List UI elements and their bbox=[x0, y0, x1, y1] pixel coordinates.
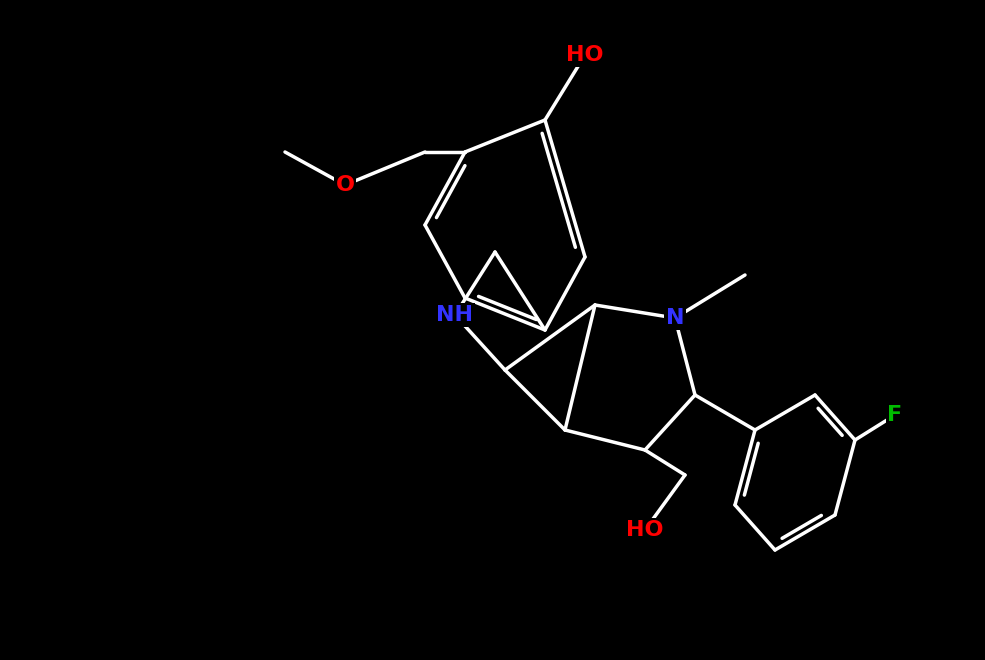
Text: O: O bbox=[336, 175, 355, 195]
Text: N: N bbox=[666, 308, 685, 328]
Text: HO: HO bbox=[566, 45, 604, 65]
Text: HO: HO bbox=[626, 520, 664, 540]
Text: F: F bbox=[887, 405, 902, 425]
Text: NH: NH bbox=[436, 305, 474, 325]
